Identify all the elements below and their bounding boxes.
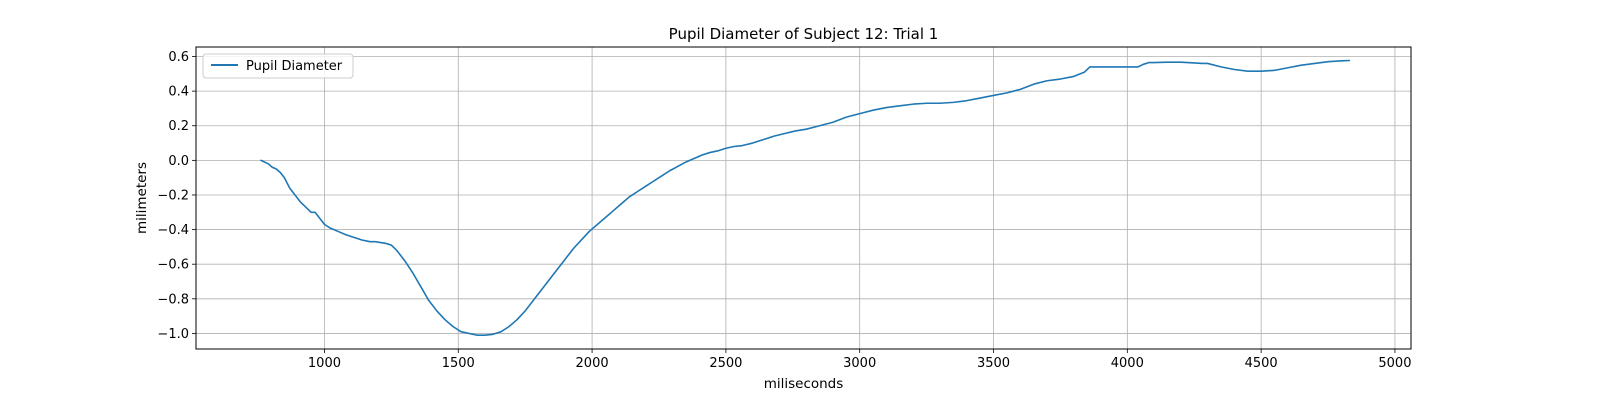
x-tick-label: 2500: [709, 356, 742, 371]
x-tick-label: 1000: [308, 356, 341, 371]
series-layer: [260, 59, 1351, 336]
y-tick-label: −0.4: [157, 223, 189, 238]
y-tick-label: −0.6: [157, 258, 189, 273]
y-tick-label: −0.2: [157, 188, 189, 203]
grid: [196, 47, 1411, 349]
x-axis-label: miliseconds: [764, 376, 844, 392]
legend: Pupil Diameter: [202, 53, 354, 79]
x-tick-label: 4000: [1111, 356, 1144, 371]
x-tick-label: 4500: [1245, 356, 1278, 371]
chart-title: Pupil Diameter of Subject 12: Trial 1: [669, 25, 939, 43]
legend-entry-pupil-diameter: Pupil Diameter: [246, 59, 343, 74]
ticks: 1000 1500 2000 2500 3000 3500 4000 4500 5000 −1.0…: [157, 50, 1411, 371]
x-tick-label: 3000: [843, 356, 876, 371]
y-tick-label: −1.0: [157, 327, 189, 342]
y-axis-label: milimeters: [134, 162, 150, 234]
x-tick-label: 5000: [1378, 356, 1411, 371]
x-tick-label: 1500: [442, 356, 475, 371]
y-tick-label: −0.8: [157, 292, 189, 307]
y-tick-label: 0.6: [168, 50, 189, 65]
y-tick-label: 0.0: [168, 154, 189, 169]
y-tick-label: 0.4: [168, 85, 189, 100]
y-tick-label: 0.2: [168, 119, 189, 134]
x-tick-label: 2000: [576, 356, 609, 371]
plot-frame: [195, 46, 1412, 350]
series-line-pupil-diameter: [260, 59, 1351, 336]
legend-box: [202, 53, 354, 79]
x-tick-label: 3500: [977, 356, 1010, 371]
